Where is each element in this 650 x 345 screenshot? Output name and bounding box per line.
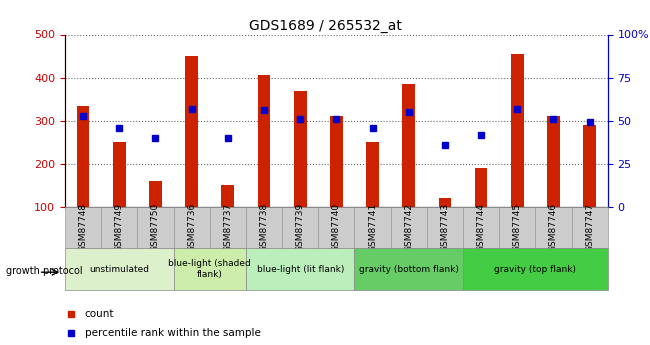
FancyBboxPatch shape bbox=[282, 207, 318, 248]
Bar bbox=[113, 142, 125, 207]
Text: GSM87750: GSM87750 bbox=[151, 203, 160, 252]
Bar bbox=[547, 117, 560, 207]
FancyBboxPatch shape bbox=[318, 207, 354, 248]
Text: GSM87748: GSM87748 bbox=[79, 203, 88, 252]
FancyBboxPatch shape bbox=[246, 207, 282, 248]
FancyBboxPatch shape bbox=[499, 207, 536, 248]
Text: GSM87741: GSM87741 bbox=[368, 203, 377, 252]
Text: GSM87740: GSM87740 bbox=[332, 203, 341, 252]
Text: GSM87742: GSM87742 bbox=[404, 203, 413, 252]
Bar bbox=[222, 186, 234, 207]
Text: GSM87738: GSM87738 bbox=[259, 203, 268, 252]
Bar bbox=[583, 125, 596, 207]
FancyBboxPatch shape bbox=[463, 207, 499, 248]
Text: growth protocol: growth protocol bbox=[6, 266, 83, 276]
Bar bbox=[439, 198, 451, 207]
Bar bbox=[185, 56, 198, 207]
Bar bbox=[402, 84, 415, 207]
FancyBboxPatch shape bbox=[463, 248, 608, 290]
Text: unstimulated: unstimulated bbox=[89, 265, 150, 274]
FancyBboxPatch shape bbox=[65, 207, 101, 248]
Text: GSM87746: GSM87746 bbox=[549, 203, 558, 252]
Bar bbox=[257, 76, 270, 207]
FancyBboxPatch shape bbox=[536, 207, 571, 248]
Bar bbox=[77, 106, 90, 207]
Text: GSM87745: GSM87745 bbox=[513, 203, 522, 252]
Bar bbox=[149, 181, 162, 207]
FancyBboxPatch shape bbox=[101, 207, 137, 248]
FancyBboxPatch shape bbox=[137, 207, 174, 248]
Text: GSM87736: GSM87736 bbox=[187, 203, 196, 252]
Text: GSM87744: GSM87744 bbox=[476, 203, 486, 252]
Text: GSM87747: GSM87747 bbox=[585, 203, 594, 252]
Text: GSM87739: GSM87739 bbox=[296, 203, 305, 252]
Bar bbox=[330, 117, 343, 207]
FancyBboxPatch shape bbox=[65, 248, 174, 290]
FancyBboxPatch shape bbox=[354, 207, 391, 248]
FancyBboxPatch shape bbox=[354, 248, 463, 290]
FancyBboxPatch shape bbox=[246, 248, 354, 290]
Text: GSM87737: GSM87737 bbox=[224, 203, 232, 252]
FancyBboxPatch shape bbox=[391, 207, 427, 248]
Bar bbox=[511, 54, 524, 207]
Bar bbox=[474, 168, 488, 207]
FancyBboxPatch shape bbox=[427, 207, 463, 248]
FancyBboxPatch shape bbox=[174, 248, 246, 290]
Text: gravity (bottom flank): gravity (bottom flank) bbox=[359, 265, 459, 274]
Text: percentile rank within the sample: percentile rank within the sample bbox=[84, 328, 261, 338]
FancyBboxPatch shape bbox=[174, 207, 210, 248]
Text: blue-light (shaded
flank): blue-light (shaded flank) bbox=[168, 259, 251, 279]
Text: gravity (top flank): gravity (top flank) bbox=[495, 265, 577, 274]
Text: count: count bbox=[84, 309, 114, 318]
Bar bbox=[366, 142, 379, 207]
FancyBboxPatch shape bbox=[210, 207, 246, 248]
FancyBboxPatch shape bbox=[571, 207, 608, 248]
Text: GSM87749: GSM87749 bbox=[115, 203, 124, 252]
Text: GDS1689 / 265532_at: GDS1689 / 265532_at bbox=[248, 19, 402, 33]
Text: blue-light (lit flank): blue-light (lit flank) bbox=[257, 265, 344, 274]
Text: GSM87743: GSM87743 bbox=[441, 203, 449, 252]
Bar bbox=[294, 90, 307, 207]
